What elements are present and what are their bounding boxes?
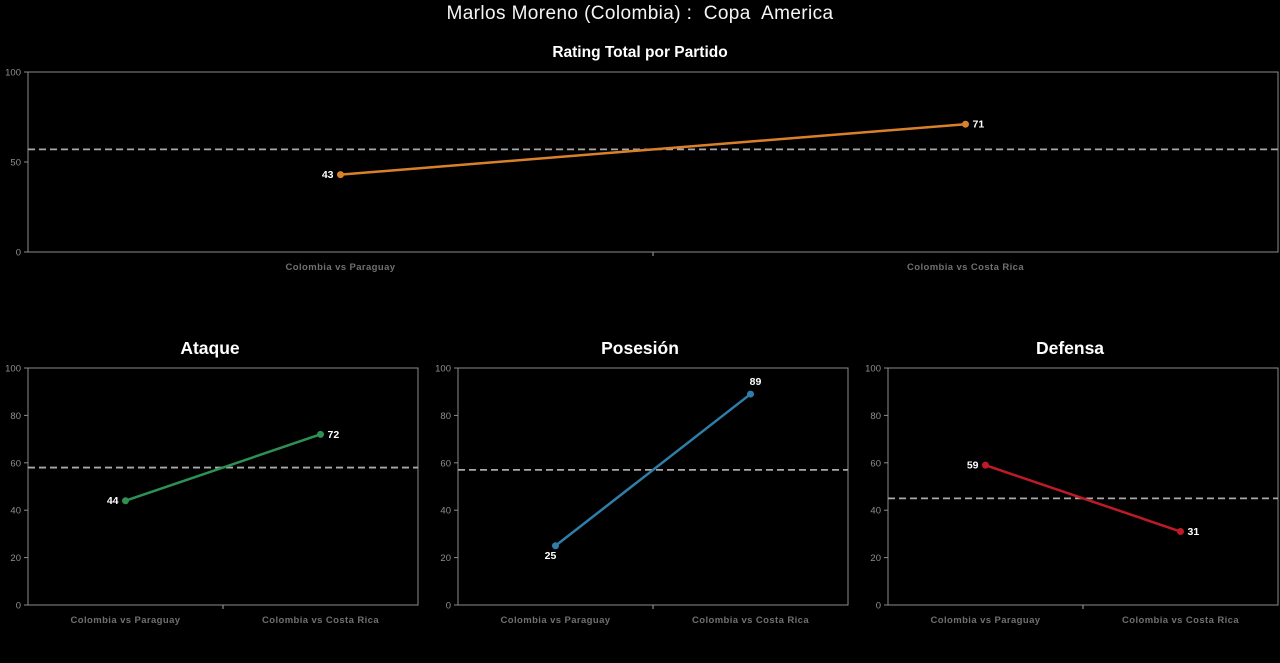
page-title: Marlos Moreno (Colombia) : Copa America xyxy=(446,3,834,24)
svg-text:59: 59 xyxy=(967,460,979,472)
svg-text:Colombia vs Costa Rica: Colombia vs Costa Rica xyxy=(1122,615,1239,626)
svg-text:Colombia vs Costa Rica: Colombia vs Costa Rica xyxy=(692,615,809,626)
svg-text:40: 40 xyxy=(870,506,881,517)
svg-text:80: 80 xyxy=(870,411,881,422)
svg-text:Colombia vs Paraguay: Colombia vs Paraguay xyxy=(931,615,1041,626)
chart-posesion-title: Posesión xyxy=(601,338,679,358)
svg-text:Colombia vs Paraguay: Colombia vs Paraguay xyxy=(71,615,181,626)
chart-ataque-title: Ataque xyxy=(180,338,240,358)
chart-defensa-title: Defensa xyxy=(1035,338,1105,358)
svg-text:20: 20 xyxy=(10,553,21,564)
svg-text:60: 60 xyxy=(10,458,21,469)
svg-text:0: 0 xyxy=(446,601,451,612)
chart-rating-total-canvas: 0 50 100 43 71 Colombia vs Paraguay Colombia v… xyxy=(5,68,1279,273)
svg-text:Colombia vs Costa Rica: Colombia vs Costa Rica xyxy=(262,615,379,626)
svg-text:Colombia vs Paraguay: Colombia vs Paraguay xyxy=(286,262,396,273)
svg-text:60: 60 xyxy=(440,458,451,469)
chart-defensa: Defensa 0 20 40 60 80 100 59 31 Colombia vs Para… xyxy=(860,336,1280,646)
svg-text:0: 0 xyxy=(16,601,21,612)
svg-text:80: 80 xyxy=(440,411,451,422)
svg-text:0: 0 xyxy=(16,248,21,259)
svg-text:89: 89 xyxy=(750,376,762,388)
svg-text:25: 25 xyxy=(545,550,557,562)
svg-text:100: 100 xyxy=(5,364,21,375)
svg-text:71: 71 xyxy=(973,119,985,131)
svg-text:0: 0 xyxy=(876,601,881,612)
svg-text:20: 20 xyxy=(440,553,451,564)
chart-posesion: Posesión 0 20 40 60 80 100 25 89 Colombia vs Par… xyxy=(430,336,850,646)
svg-text:43: 43 xyxy=(322,169,334,181)
svg-text:20: 20 xyxy=(870,553,881,564)
svg-text:44: 44 xyxy=(107,495,119,507)
chart-defensa-canvas: 0 20 40 60 80 100 59 31 Colombia vs Paraguay Colo… xyxy=(865,364,1279,626)
svg-text:100: 100 xyxy=(435,364,451,375)
svg-text:100: 100 xyxy=(5,68,21,79)
chart-ataque: Ataque 0 20 40 60 80 100 44 72 Colombia vs Parag… xyxy=(0,336,420,646)
svg-text:80: 80 xyxy=(10,411,21,422)
chart-rating-total: Rating Total por Partido 0 50 100 43 71 Colom… xyxy=(0,40,1280,290)
svg-text:100: 100 xyxy=(865,364,881,375)
svg-text:60: 60 xyxy=(870,458,881,469)
svg-text:40: 40 xyxy=(440,506,451,517)
chart-ataque-canvas: 0 20 40 60 80 100 44 72 Colombia vs Paraguay Colo… xyxy=(5,364,419,626)
svg-text:Colombia vs Costa Rica: Colombia vs Costa Rica xyxy=(907,262,1024,273)
svg-text:31: 31 xyxy=(1188,526,1200,538)
svg-text:72: 72 xyxy=(328,429,340,441)
chart-posesion-canvas: 0 20 40 60 80 100 25 89 Colombia vs Paraguay Colo… xyxy=(435,364,849,626)
chart-rating-total-title: Rating Total por Partido xyxy=(552,44,728,61)
svg-text:40: 40 xyxy=(10,506,21,517)
svg-text:50: 50 xyxy=(10,158,21,169)
svg-text:Colombia vs Paraguay: Colombia vs Paraguay xyxy=(501,615,611,626)
